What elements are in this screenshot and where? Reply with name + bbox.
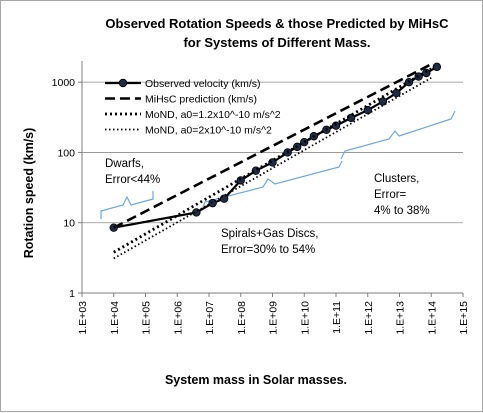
annotation-2-line-0: Clusters, [374, 173, 419, 185]
bracket-dwarfs [100, 191, 154, 219]
x-tick-label-0: 1.E+03 [77, 301, 89, 335]
series-2 [113, 67, 432, 254]
y-tick-label-3: 1000 [52, 77, 76, 89]
annotation-2: Clusters, Error= 4% to 38% [374, 173, 430, 217]
annotation-0-line-0: Dwarfs, [105, 158, 144, 170]
y-tick-label-2: 100 [57, 147, 75, 159]
y-tick-label-0: 1 [69, 288, 75, 300]
y-tick-labels: 1 10 100 1000 [52, 77, 76, 300]
axes [78, 61, 464, 297]
annotation-0: Dwarfs, Error<44% [105, 158, 160, 186]
legend-label-2: MoND, a0=1.2x10^-10 m/s^2 [145, 109, 281, 121]
series-layer [109, 62, 442, 260]
y-tick-label-1: 10 [63, 218, 75, 230]
x-tick-label-5: 1.E+08 [236, 301, 248, 335]
chart-title: Observed Rotation Speeds & those Predict… [105, 16, 449, 50]
bracket-clusters [340, 110, 456, 160]
legend: Observed velocity (km/s) MiHsC prediction… [105, 78, 281, 137]
annotation-2-line-2: 4% to 38% [374, 205, 430, 217]
bracket-spirals [202, 160, 343, 208]
annotation-2-line-1: Error= [374, 189, 407, 201]
series-0-point-20 [432, 62, 442, 72]
series-0-point-12 [331, 121, 341, 130]
plot-area [82, 61, 463, 293]
legend-marker-0 [118, 78, 128, 88]
x-tick-labels: 1.E+03 1.E+04 1.E+05 1.E+06 1.E+07 1.E+08 1.E+… [77, 301, 470, 335]
y-axis-title: Rotation speed (km/s) [22, 128, 36, 259]
x-tick-label-11: 1.E+14 [426, 301, 438, 335]
x-tick-label-1: 1.E+04 [109, 301, 121, 335]
x-tick-label-6: 1.E+09 [268, 301, 280, 335]
x-axis-title: System mass in Solar masses. [165, 373, 347, 387]
x-tick-label-4: 1.E+07 [204, 301, 216, 335]
legend-label-0: Observed velocity (km/s) [145, 78, 261, 90]
series-3-line [113, 77, 432, 260]
x-tick-label-12: 1.E+15 [458, 301, 470, 335]
series-2-line [113, 67, 432, 254]
x-tick-label-10: 1.E+13 [395, 301, 407, 335]
annotation-1-line-0: Spirals+Gas Discs, [221, 228, 318, 240]
range-brackets [100, 110, 456, 219]
chart-title-line-2: for Systems of Different Mass. [183, 35, 370, 50]
annotation-1-line-1: Error=30% to 54% [221, 244, 315, 256]
annotation-0-line-1: Error<44% [105, 174, 160, 186]
x-tick-label-8: 1.E+11 [331, 301, 343, 334]
x-tick-label-7: 1.E+10 [299, 301, 311, 335]
chart-title-line-1: Observed Rotation Speeds & those Predict… [105, 16, 449, 31]
x-tick-label-3: 1.E+06 [172, 301, 184, 335]
x-tick-label-9: 1.E+12 [363, 301, 375, 335]
series-0-point-13 [346, 113, 356, 123]
series-3 [113, 77, 432, 260]
legend-label-3: MoND, a0=2x10^-10 m/s^2 [145, 125, 272, 137]
series-0-point-3 [219, 194, 229, 203]
x-tick-label-2: 1.E+05 [141, 301, 153, 335]
annotations: Dwarfs, Error<44% Spirals+Gas Discs, Error=… [105, 158, 430, 256]
legend-label-1: MiHsC prediction (km/s) [145, 94, 257, 106]
annotation-1: Spirals+Gas Discs, Error=30% to 54% [221, 228, 318, 256]
